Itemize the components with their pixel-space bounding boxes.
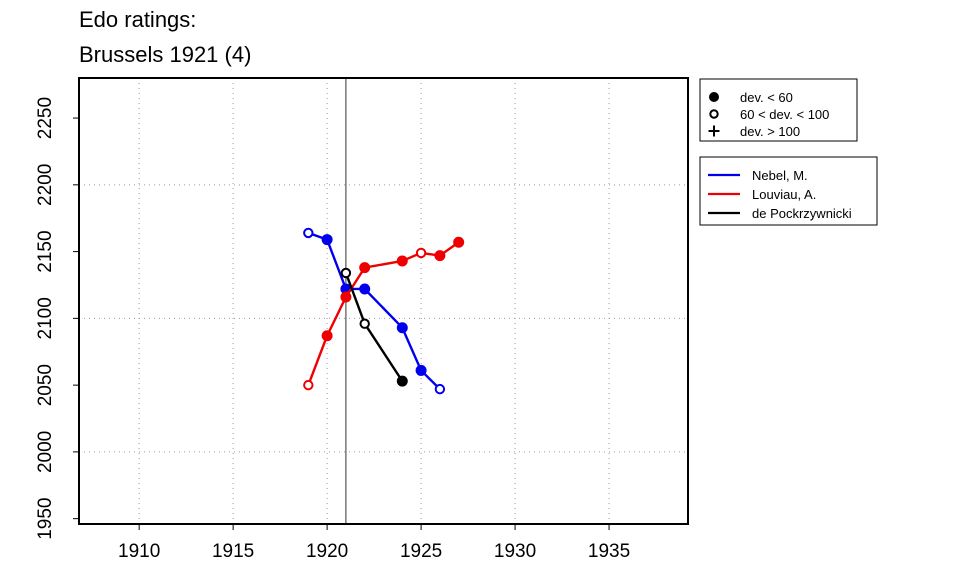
x-tick-label: 1920: [306, 541, 348, 562]
data-point-open: [340, 267, 352, 279]
data-point-filled: [396, 322, 408, 334]
y-axis: 1950 2000 2050 2100 2150 2200 2250: [35, 97, 79, 540]
data-point-filled: [359, 262, 371, 274]
data-point-filled: [415, 364, 427, 376]
data-point-filled: [396, 375, 408, 387]
marker-legend-box: [699, 78, 858, 142]
y-tick-label: 2150: [35, 230, 56, 272]
y-tick-label: 2000: [35, 431, 56, 473]
y-tick-label: 2200: [35, 164, 56, 206]
x-tick-label: 1925: [400, 541, 442, 562]
series-legend-label: de Pockrzywnicki: [752, 206, 852, 221]
title-line-1: Edo ratings:: [79, 7, 196, 32]
series-legend-label: Louviau, A.: [752, 187, 816, 202]
data-point-open: [434, 383, 446, 395]
plot-frame: [78, 77, 689, 525]
data-point-filled: [396, 255, 408, 267]
x-tick-label: 1930: [494, 541, 536, 562]
data-point-filled: [321, 234, 333, 246]
series-group: [340, 267, 408, 387]
data-point-filled: [434, 250, 446, 262]
legend-markers: dev. < 60 60 < dev. < 100 dev. > 100: [699, 78, 858, 142]
data-point-open: [303, 227, 314, 239]
x-tick-label: 1910: [118, 541, 160, 562]
legend-series: Nebel, M. Louviau, A. de Pockrzywnicki: [699, 156, 878, 226]
x-tick-label: 1915: [212, 541, 254, 562]
y-tick-label: 2100: [35, 297, 56, 339]
series-layer: [303, 227, 465, 395]
y-tick-label: 1950: [35, 498, 56, 540]
data-point-open: [303, 379, 314, 391]
data-point-open: [359, 318, 370, 329]
x-tick-label: 1935: [588, 541, 630, 562]
series-group: [303, 227, 446, 395]
marker-legend-label: 60 < dev. < 100: [740, 107, 829, 122]
marker-legend-label: dev. < 60: [740, 90, 793, 105]
series-legend-label: Nebel, M.: [752, 168, 808, 183]
data-point-filled: [359, 283, 371, 295]
series-group: [303, 236, 465, 391]
grid: [79, 78, 688, 524]
series-line: [307, 241, 460, 386]
y-tick-label: 2250: [35, 97, 56, 139]
title-line-2: Brussels 1921 (4): [79, 42, 251, 67]
x-axis: 1910 1915 1920 1925 1930 1935: [118, 524, 630, 562]
y-tick-label: 2050: [35, 364, 56, 406]
data-point-filled: [709, 92, 719, 102]
data-point-filled: [321, 330, 333, 342]
data-point-plus: [708, 125, 720, 137]
data-point-open: [709, 109, 719, 119]
marker-legend-label: dev. > 100: [740, 124, 800, 139]
chart-title: Edo ratings: Brussels 1921 (4): [79, 7, 251, 67]
data-point-open: [415, 247, 427, 259]
data-point-filled: [340, 291, 352, 303]
data-point-filled: [453, 236, 465, 248]
